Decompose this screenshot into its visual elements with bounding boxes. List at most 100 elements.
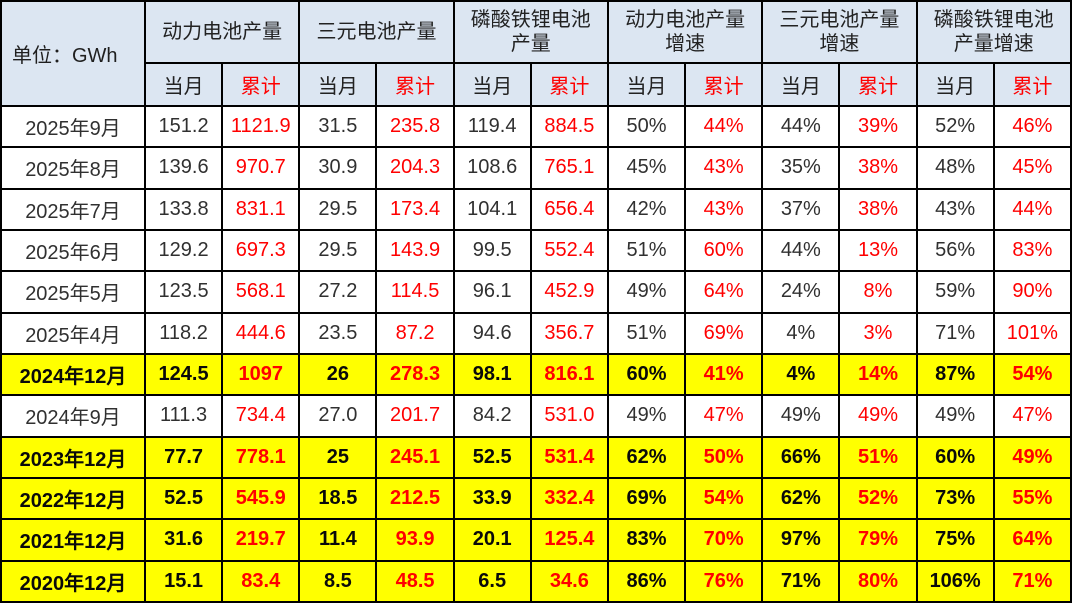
cumulative-cell: 114.5 — [375, 270, 455, 314]
cumulative-cell: 80% — [838, 559, 918, 603]
current-month-cell: 37% — [761, 187, 841, 231]
cumulative-cell: 697.3 — [221, 228, 301, 273]
period-cell: 2025年4月 — [0, 311, 146, 355]
current-month-cell: 45% — [606, 146, 687, 190]
cumulative-cell: 46% — [992, 104, 1072, 149]
cumulative-cell: 8% — [838, 270, 918, 314]
current-month-cell: 44% — [761, 104, 841, 149]
cumulative-cell: 143.9 — [375, 228, 455, 273]
current-month-cell: 29.5 — [298, 187, 378, 231]
current-month-cell: 86% — [606, 559, 687, 603]
cumulative-cell: 90% — [992, 270, 1072, 314]
cumulative-cell: 43% — [684, 146, 764, 190]
cumulative-cell: 452.9 — [529, 270, 609, 314]
cumulative-cell: 52% — [838, 476, 918, 521]
cumulative-cell: 278.3 — [375, 352, 455, 397]
cumulative-cell: 235.8 — [375, 104, 455, 149]
current-month-cell: 87% — [915, 352, 995, 397]
current-month-cell: 106% — [915, 559, 995, 603]
current-month-cell: 6.5 — [452, 559, 532, 603]
cumulative-cell: 54% — [992, 352, 1072, 397]
current-month-cell: 49% — [761, 394, 841, 438]
current-month-cell: 98.1 — [452, 352, 532, 397]
cumulative-cell: 54% — [684, 476, 764, 521]
current-month-cell: 43% — [915, 187, 995, 231]
current-month-cell: 26 — [298, 352, 378, 397]
cumulative-cell: 69% — [684, 311, 764, 355]
cumulative-cell: 656.4 — [529, 187, 609, 231]
current-month-cell: 49% — [915, 394, 995, 438]
sub-header-row: 当月 累计 当月 累计 当月 累计 当月 累计 当月 累计 当月 累计 — [1, 62, 1072, 107]
group-header-row: 单位：GWh 动力电池产量 三元电池产量 磷酸铁锂电池 产量 动力电池产量 增速… — [0, 0, 1072, 107]
current-month-cell: 129.2 — [143, 228, 224, 273]
cumulative-cell: 47% — [992, 394, 1072, 438]
current-month-cell: 124.5 — [143, 352, 224, 397]
cumulative-cell: 49% — [838, 394, 918, 438]
current-month-cell: 20.1 — [452, 518, 532, 562]
current-month-cell: 151.2 — [143, 104, 224, 149]
cumulative-cell: 173.4 — [375, 187, 455, 231]
group-header-lfp-growth: 磷酸铁锂电池 产量增速 — [915, 0, 1072, 64]
current-month-cell: 49% — [606, 394, 687, 438]
period-cell: 2025年9月 — [0, 104, 146, 149]
current-month-cell: 30.9 — [298, 146, 378, 190]
current-month-cell: 123.5 — [143, 270, 224, 314]
cumulative-cell: 3% — [838, 311, 918, 355]
current-month-cell: 31.6 — [143, 518, 224, 562]
cumulative-cell: 49% — [992, 435, 1072, 479]
cumulative-cell: 60% — [684, 228, 764, 273]
current-month-cell: 75% — [915, 518, 995, 562]
cumulative-cell: 64% — [684, 270, 764, 314]
cumulative-cell: 41% — [684, 352, 764, 397]
cumulative-cell: 14% — [838, 352, 918, 397]
table-row: 2022年12月 52.5 545.9 18.5 212.5 33.9 332.4 69% 54… — [0, 476, 1072, 521]
cumulative-cell: 39% — [838, 104, 918, 149]
cumulative-cell: 38% — [838, 187, 918, 231]
current-month-cell: 111.3 — [143, 394, 224, 438]
cumulative-cell: 45% — [992, 146, 1072, 190]
period-cell: 2025年7月 — [0, 187, 146, 231]
cumulative-cell: 765.1 — [529, 146, 609, 190]
subcol-header-cumulative: 累计 — [992, 62, 1072, 107]
subcol-header-cumulative: 累计 — [375, 62, 455, 107]
cumulative-cell: 83.4 — [221, 559, 301, 603]
current-month-cell: 118.2 — [143, 311, 224, 355]
cumulative-cell: 51% — [838, 435, 918, 479]
cumulative-cell: 816.1 — [529, 352, 609, 397]
cumulative-cell: 48.5 — [375, 559, 455, 603]
table-row: 2025年9月 151.2 1121.9 31.5 235.8 119.4 884.5 50%… — [0, 104, 1072, 149]
table-row: 2025年6月 129.2 697.3 29.5 143.9 99.5 552.4 51% 60… — [0, 228, 1072, 273]
cumulative-cell: 204.3 — [375, 146, 455, 190]
table-row: 2024年12月 124.5 1097 26 278.3 98.1 816.1 60% 41% 4… — [0, 352, 1072, 397]
subcol-header-cumulative: 累计 — [684, 62, 764, 107]
cumulative-cell: 125.4 — [529, 518, 609, 562]
current-month-cell: 62% — [761, 476, 841, 521]
cumulative-cell: 55% — [992, 476, 1072, 521]
period-cell: 2023年12月 — [0, 435, 146, 479]
cumulative-cell: 245.1 — [375, 435, 455, 479]
group-header-power-production: 动力电池产量 — [143, 0, 301, 64]
table-row: 2025年4月 118.2 444.6 23.5 87.2 94.6 356.7 51% 69%… — [0, 311, 1072, 355]
table-body: 2025年9月 151.2 1121.9 31.5 235.8 119.4 884.5 50%… — [0, 104, 1072, 603]
current-month-cell: 4% — [761, 311, 841, 355]
period-cell: 2022年12月 — [0, 476, 146, 521]
subcol-header-current: 当月 — [915, 62, 995, 107]
current-month-cell: 31.5 — [298, 104, 378, 149]
current-month-cell: 104.1 — [452, 187, 532, 231]
cumulative-cell: 34.6 — [529, 559, 609, 603]
period-cell: 2025年5月 — [0, 270, 146, 314]
current-month-cell: 35% — [761, 146, 841, 190]
cumulative-cell: 47% — [684, 394, 764, 438]
current-month-cell: 83% — [606, 518, 687, 562]
table-row: 2021年12月 31.6 219.7 11.4 93.9 20.1 125.4 83% 70%… — [0, 518, 1072, 562]
cumulative-cell: 552.4 — [529, 228, 609, 273]
cumulative-cell: 201.7 — [375, 394, 455, 438]
cumulative-cell: 444.6 — [221, 311, 301, 355]
cumulative-cell: 44% — [992, 187, 1072, 231]
current-month-cell: 66% — [761, 435, 841, 479]
current-month-cell: 52% — [915, 104, 995, 149]
table-header: 单位：GWh 动力电池产量 三元电池产量 磷酸铁锂电池 产量 动力电池产量 增速… — [0, 0, 1072, 107]
current-month-cell: 11.4 — [298, 518, 378, 562]
current-month-cell: 29.5 — [298, 228, 378, 273]
